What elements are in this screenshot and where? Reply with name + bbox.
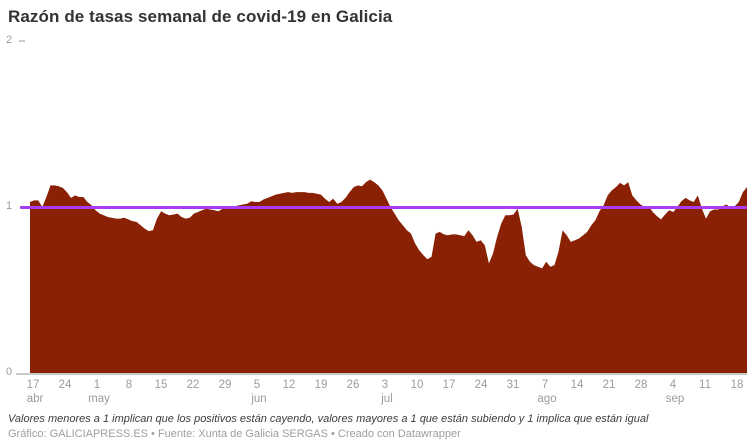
x-axis-day-label: 19 [314, 379, 328, 391]
x-axis-month-label: abr [26, 393, 44, 405]
chart-credit: Gráfico: GALICIAPRESS.ES • Fuente: Xunta… [8, 428, 461, 440]
y-axis-tick-dash [19, 40, 25, 42]
x-axis-month-label: jun [251, 393, 267, 405]
x-axis-day-label: 18 [730, 379, 744, 391]
x-axis-day-label: 28 [634, 379, 648, 391]
x-axis-day-label: 3 [381, 379, 389, 391]
x-axis-day-label: 10 [410, 379, 424, 391]
x-axis-baseline [16, 373, 747, 375]
x-axis-day-label: 31 [506, 379, 520, 391]
y-axis-label-2: 2 [6, 34, 13, 46]
x-axis-day-label: 24 [58, 379, 72, 391]
x-axis-day-label: 22 [186, 379, 200, 391]
x-axis-day-label: 24 [474, 379, 488, 391]
area-series [30, 179, 747, 373]
x-axis-day-label: 5 [253, 379, 261, 391]
x-axis-month-label: may [88, 393, 110, 405]
x-axis-day-label: 12 [282, 379, 296, 391]
x-axis-day-label: 11 [699, 379, 711, 391]
chart-note: Valores menores a 1 implican que los pos… [8, 413, 649, 425]
x-axis-day-label: 29 [218, 379, 232, 391]
x-axis-day-label: 1 [93, 379, 101, 391]
x-axis-day-label: 21 [602, 379, 616, 391]
x-axis-month-label: sep [665, 393, 685, 405]
x-axis-day-label: 15 [154, 379, 168, 391]
chart-title: Razón de tasas semanal de covid-19 en Ga… [8, 7, 393, 26]
x-axis-day-label: 14 [570, 379, 584, 391]
reference-line [20, 206, 747, 209]
y-axis-label-1: 1 [6, 200, 13, 212]
x-axis-day-label: 17 [442, 379, 456, 391]
x-axis-day-label: 8 [125, 379, 133, 391]
y-axis-label-0: 0 [6, 366, 13, 378]
x-axis-month-label: jul [381, 393, 393, 405]
x-axis-day-label: 26 [346, 379, 360, 391]
x-axis-day-label: 4 [669, 379, 677, 391]
x-axis-day-label: 7 [541, 379, 549, 391]
area-series-svg [30, 179, 747, 373]
x-axis-month-label: ago [537, 393, 557, 405]
x-axis-day-label: 17 [26, 379, 40, 391]
